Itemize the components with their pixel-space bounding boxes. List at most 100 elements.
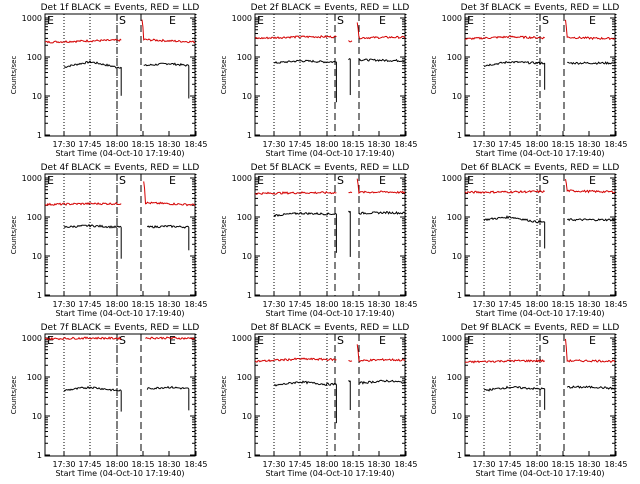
y-tick-label: 10: [452, 92, 462, 101]
y-tick-label: 1000: [232, 334, 252, 343]
plot-frame: [255, 334, 405, 456]
lld-trace: [255, 36, 337, 39]
x-axis-label: Start Time (04-Oct-10 17:19:40): [265, 309, 394, 318]
interval-marker-label: S: [337, 334, 344, 347]
y-tick-label: 1: [247, 131, 252, 140]
x-axis-label: Start Time (04-Oct-10 17:19:40): [475, 309, 604, 318]
interval-marker-label: E: [169, 14, 176, 27]
y-tick-label: 10: [452, 412, 462, 421]
interval-marker-label: E: [589, 174, 596, 187]
x-tick-label: 18:00: [315, 140, 338, 149]
lld-trace: [357, 179, 430, 195]
y-tick-label: 100: [27, 213, 42, 222]
x-tick-label: 17:45: [78, 300, 101, 309]
y-axis-label: Counts/sec: [220, 56, 228, 95]
interval-marker-label: S: [542, 174, 549, 187]
events-trace: [567, 219, 616, 221]
x-tick-label: 17:45: [288, 460, 311, 469]
lld-trace: [45, 203, 121, 206]
y-tick-label: 10: [32, 252, 42, 261]
lld-trace: [45, 39, 121, 43]
y-tick-label: 1000: [232, 14, 252, 23]
lld-trace: [357, 22, 430, 38]
y-tick-label: 1: [247, 291, 252, 300]
events-trace: [144, 63, 189, 66]
x-tick-label: 18:45: [394, 300, 417, 309]
x-tick-label: 18:30: [367, 460, 390, 469]
x-tick-label: 18:45: [394, 460, 417, 469]
events-trace: [484, 216, 545, 223]
events-trace: [198, 67, 200, 68]
x-tick-label: 18:30: [157, 140, 180, 149]
x-tick-label: 18:00: [525, 140, 548, 149]
x-tick-label: 18:45: [604, 140, 627, 149]
x-tick-label: 17:45: [498, 460, 521, 469]
interval-marker-label: E: [47, 174, 54, 187]
x-tick-label: 18:45: [184, 460, 207, 469]
events-trace: [198, 227, 200, 228]
x-tick-label: 18:30: [577, 460, 600, 469]
events-trace: [484, 61, 545, 66]
x-tick-label: 17:30: [472, 140, 495, 149]
x-axis-label: Start Time (04-Oct-10 17:19:40): [265, 149, 394, 158]
interval-marker-label: S: [119, 334, 126, 347]
interval-marker-label: S: [119, 174, 126, 187]
x-tick-label: 18:15: [341, 300, 364, 309]
interval-marker-label: E: [379, 174, 386, 187]
x-tick-label: 18:15: [131, 460, 154, 469]
panel-title: Det 4f BLACK = Events, RED = LLD: [41, 163, 200, 173]
y-tick-label: 1: [37, 451, 42, 460]
y-tick-label: 100: [237, 213, 252, 222]
x-tick-label: 17:45: [78, 140, 101, 149]
x-tick-label: 17:45: [288, 300, 311, 309]
y-tick-label: 10: [32, 92, 42, 101]
interval-marker-label: S: [337, 14, 344, 27]
y-tick-label: 1000: [442, 334, 462, 343]
interval-marker-label: E: [47, 14, 54, 27]
x-tick-label: 17:30: [52, 460, 75, 469]
lld-trace: [566, 339, 640, 363]
x-axis-label: Start Time (04-Oct-10 17:19:40): [55, 149, 184, 158]
x-tick-label: 18:30: [577, 140, 600, 149]
panel-title: Det 1f BLACK = Events, RED = LLD: [41, 3, 200, 13]
x-tick-label: 18:15: [131, 300, 154, 309]
y-tick-label: 100: [447, 53, 462, 62]
interval-marker-label: E: [467, 14, 474, 27]
interval-marker-label: E: [47, 334, 54, 347]
x-tick-label: 18:15: [551, 460, 574, 469]
lld-trace: [255, 358, 337, 362]
x-tick-label: 18:45: [394, 140, 417, 149]
plot-frame: [45, 174, 195, 296]
x-tick-label: 18:15: [551, 140, 574, 149]
panel-title: Det 9f BLACK = Events, RED = LLD: [461, 323, 620, 333]
panel-title: Det 6f BLACK = Events, RED = LLD: [461, 163, 620, 173]
y-tick-label: 1: [457, 451, 462, 460]
events-trace: [567, 386, 616, 389]
lld-trace: [465, 360, 545, 363]
y-tick-label: 10: [242, 412, 252, 421]
y-axis-label: Counts/sec: [430, 376, 438, 415]
interval-marker-label: S: [542, 334, 549, 347]
x-tick-label: 18:30: [577, 300, 600, 309]
events-trace: [147, 387, 189, 390]
events-trace: [64, 61, 121, 68]
panel-title: Det 2f BLACK = Events, RED = LLD: [251, 3, 410, 13]
events-trace: [484, 387, 545, 391]
x-tick-label: 18:45: [604, 460, 627, 469]
x-tick-label: 17:30: [262, 460, 285, 469]
x-tick-label: 18:00: [525, 300, 548, 309]
y-tick-label: 10: [32, 412, 42, 421]
events-trace: [64, 387, 121, 391]
panel-title: Det 3f BLACK = Events, RED = LLD: [461, 3, 620, 13]
y-tick-label: 10: [242, 92, 252, 101]
x-tick-label: 18:30: [157, 460, 180, 469]
x-tick-label: 18:15: [551, 300, 574, 309]
lld-trace: [146, 337, 221, 340]
y-axis-label: Counts/sec: [10, 56, 18, 95]
x-tick-label: 18:15: [341, 140, 364, 149]
